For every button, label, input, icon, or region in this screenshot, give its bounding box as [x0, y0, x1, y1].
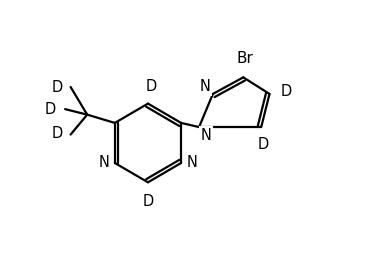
- Text: N: N: [186, 155, 197, 170]
- Text: D: D: [146, 79, 157, 94]
- Text: D: D: [142, 194, 154, 209]
- Text: D: D: [52, 80, 63, 95]
- Text: D: D: [258, 137, 269, 152]
- Text: N: N: [99, 155, 110, 170]
- Text: D: D: [52, 126, 63, 141]
- Text: Br: Br: [236, 51, 253, 66]
- Text: N: N: [199, 79, 210, 94]
- Text: N: N: [200, 128, 211, 143]
- Text: D: D: [280, 84, 292, 99]
- Text: D: D: [44, 102, 55, 117]
